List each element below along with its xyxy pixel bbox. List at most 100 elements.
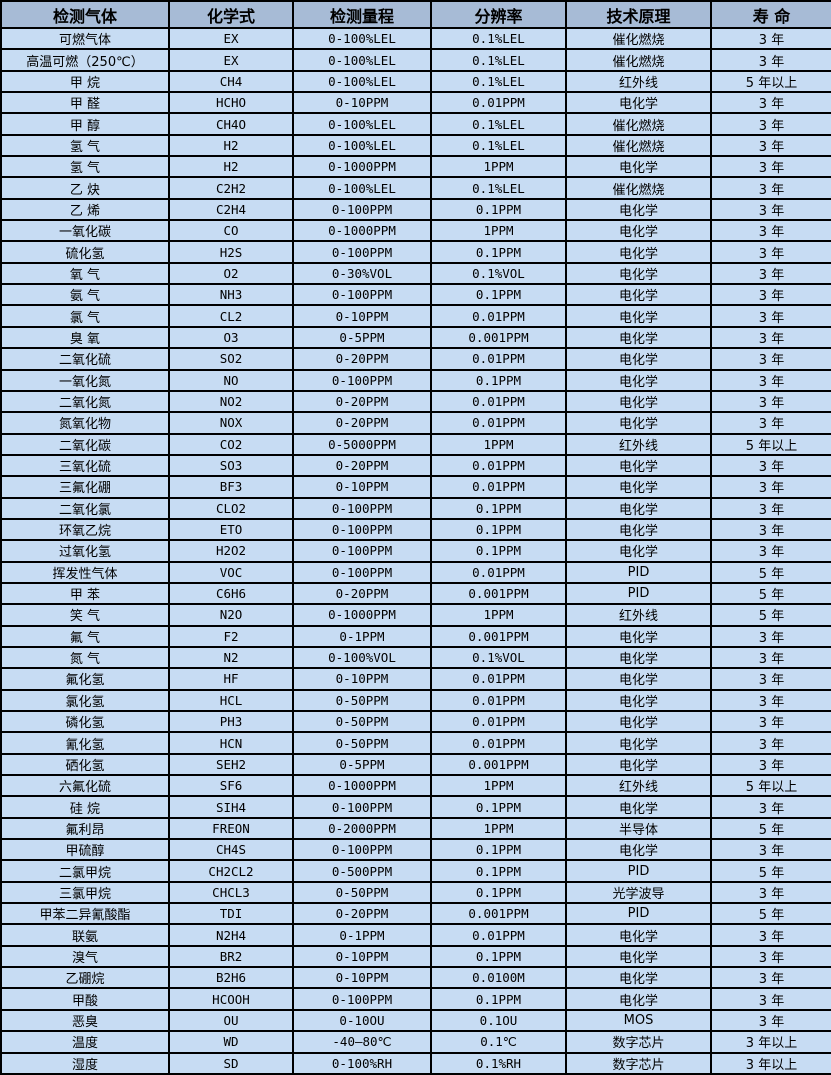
- resolution-cell: 1PPM: [430, 774, 567, 798]
- lifespan-cell: 3 年: [710, 731, 831, 755]
- lifespan-cell: 3 年以上: [710, 1030, 831, 1054]
- table-row: 二氧化碳 CO2 0-5000PPM 1PPM 红外线 5 年以上: [0, 432, 831, 456]
- lifespan-cell: 3 年: [710, 688, 831, 713]
- formula-cell: SO2: [168, 347, 294, 371]
- resolution-cell: 0.01PPM: [430, 411, 567, 435]
- lifespan-cell: 3 年: [710, 240, 831, 264]
- range-cell: 0-10PPM: [292, 304, 432, 328]
- lifespan-cell: 3 年: [710, 944, 831, 969]
- principle-cell: 电化学: [565, 304, 712, 328]
- lifespan-cell: 3 年: [710, 325, 831, 350]
- resolution-cell: 0.1%LEL: [430, 26, 567, 51]
- gas-name-cell: 氨 气: [0, 283, 170, 307]
- range-cell: 0-1PPM: [292, 624, 432, 648]
- formula-cell: SF6: [168, 774, 294, 798]
- table-row: 三氟化硼 BF3 0-10PPM 0.01PPM 电化学 3 年: [0, 475, 831, 499]
- table-row: 一氧化碳 CO 0-1000PPM 1PPM 电化学 3 年: [0, 219, 831, 243]
- range-cell: 0-5PPM: [292, 325, 432, 350]
- gas-name-cell: 氮 气: [0, 645, 170, 670]
- table-body: 可燃气体 EX 0-100%LEL 0.1%LEL 催化燃烧 3 年高温可燃（250℃） E…: [0, 26, 831, 1075]
- table-row: 溴气 BR2 0-10PPM 0.1PPM 电化学 3 年: [0, 944, 831, 969]
- gas-name-cell: 三氟化硼: [0, 475, 170, 499]
- table-row: 过氧化氢 H2O2 0-100PPM 0.1PPM 电化学 3 年: [0, 539, 831, 563]
- table-row: 甲 烷 CH4 0-100%LEL 0.1%LEL 红外线 5 年以上: [0, 69, 831, 94]
- resolution-cell: 0.01PPM: [430, 475, 567, 499]
- formula-cell: BF3: [168, 475, 294, 499]
- range-cell: 0-30%VOL: [292, 261, 432, 286]
- gas-name-cell: 氯 气: [0, 304, 170, 328]
- table-row: 氢 气 H2 0-100%LEL 0.1%LEL 催化燃烧 3 年: [0, 133, 831, 158]
- table-row: 氮氧化物 NOX 0-20PPM 0.01PPM 电化学 3 年: [0, 411, 831, 435]
- lifespan-cell: 3 年: [710, 539, 831, 563]
- table-row: 可燃气体 EX 0-100%LEL 0.1%LEL 催化燃烧 3 年: [0, 26, 831, 51]
- table-row: 甲酸 HCOOH 0-100PPM 0.1PPM 电化学 3 年: [0, 987, 831, 1011]
- gas-name-cell: 甲 烷: [0, 69, 170, 94]
- table-row: 氯 气 CL2 0-10PPM 0.01PPM 电化学 3 年: [0, 304, 831, 328]
- table-row: 三氧化硫 SO3 0-20PPM 0.01PPM 电化学 3 年: [0, 453, 831, 478]
- principle-cell: 半导体: [565, 816, 712, 841]
- lifespan-cell: 5 年以上: [710, 774, 831, 798]
- principle-cell: 催化燃烧: [565, 133, 712, 158]
- lifespan-cell: 3 年: [710, 112, 831, 136]
- formula-cell: OU: [168, 1008, 294, 1033]
- resolution-cell: 0.1PPM: [430, 283, 567, 307]
- formula-cell: O3: [168, 325, 294, 350]
- resolution-cell: 0.1%LEL: [430, 112, 567, 136]
- range-cell: 0-100PPM: [292, 795, 432, 819]
- resolution-cell: 0.1PPM: [430, 368, 567, 392]
- table-row: 乙 炔 C2H2 0-100%LEL 0.1%LEL 催化燃烧 3 年: [0, 176, 831, 200]
- resolution-cell: 0.1%VOL: [430, 645, 567, 670]
- formula-cell: WD: [168, 1030, 294, 1054]
- gas-name-cell: 乙 烯: [0, 197, 170, 222]
- formula-cell: H2S: [168, 240, 294, 264]
- resolution-cell: 0.1PPM: [430, 838, 567, 862]
- range-cell: 0-10PPM: [292, 944, 432, 969]
- gas-name-cell: 硫化氢: [0, 240, 170, 264]
- range-cell: 0-100PPM: [292, 283, 432, 307]
- resolution-cell: 1PPM: [430, 603, 567, 627]
- resolution-cell: 1PPM: [430, 432, 567, 456]
- resolution-cell: 0.001PPM: [430, 752, 567, 777]
- lifespan-cell: 3 年: [710, 475, 831, 499]
- lifespan-cell: 3 年: [710, 304, 831, 328]
- range-cell: 0-1000PPM: [292, 774, 432, 798]
- lifespan-cell: 3 年: [710, 496, 831, 520]
- table-row: 氧 气 O2 0-30%VOL 0.1%VOL 电化学 3 年: [0, 261, 831, 286]
- table-row: 甲苯二异氰酸酯 TDI 0-20PPM 0.001PPM PID 5 年: [0, 902, 831, 926]
- formula-cell: N2: [168, 645, 294, 670]
- gas-name-cell: 氰化氢: [0, 731, 170, 755]
- formula-cell: CLO2: [168, 496, 294, 520]
- gas-name-cell: 甲酸: [0, 987, 170, 1011]
- gas-name-cell: 温度: [0, 1030, 170, 1054]
- gas-name-cell: 硒化氢: [0, 752, 170, 777]
- range-cell: 0-50PPM: [292, 709, 432, 734]
- resolution-cell: 0.01PPM: [430, 453, 567, 478]
- range-cell: 0-100%LEL: [292, 176, 432, 200]
- principle-cell: 催化燃烧: [565, 48, 712, 72]
- resolution-cell: 0.001PPM: [430, 581, 567, 606]
- table-row: 湿度 SD 0-100%RH 0.1%RH 数字芯片 3 年以上: [0, 1051, 831, 1075]
- range-cell: 0-20PPM: [292, 411, 432, 435]
- range-cell: 0-10OU: [292, 1008, 432, 1033]
- resolution-cell: 1PPM: [430, 219, 567, 243]
- formula-cell: VOC: [168, 560, 294, 584]
- lifespan-cell: 3 年: [710, 709, 831, 734]
- table-row: 一氧化氮 NO 0-100PPM 0.1PPM 电化学 3 年: [0, 368, 831, 392]
- gas-name-cell: 氧 气: [0, 261, 170, 286]
- resolution-cell: 0.1PPM: [430, 795, 567, 819]
- gas-name-cell: 高温可燃（250℃）: [0, 48, 170, 72]
- formula-cell: HCHO: [168, 91, 294, 115]
- resolution-cell: 0.01PPM: [430, 923, 567, 947]
- formula-cell: NO: [168, 368, 294, 392]
- gas-name-cell: 挥发性气体: [0, 560, 170, 584]
- table-row: 硅 烷 SIH4 0-100PPM 0.1PPM 电化学 3 年: [0, 795, 831, 819]
- gas-name-cell: 甲 醛: [0, 91, 170, 115]
- gas-name-cell: 六氟化硫: [0, 774, 170, 798]
- principle-cell: 红外线: [565, 432, 712, 456]
- range-cell: 0-5PPM: [292, 752, 432, 777]
- range-cell: 0-20PPM: [292, 389, 432, 414]
- range-cell: 0-100%LEL: [292, 48, 432, 72]
- lifespan-cell: 3 年: [710, 838, 831, 862]
- gas-name-cell: 三氧化硫: [0, 453, 170, 478]
- formula-cell: H2: [168, 133, 294, 158]
